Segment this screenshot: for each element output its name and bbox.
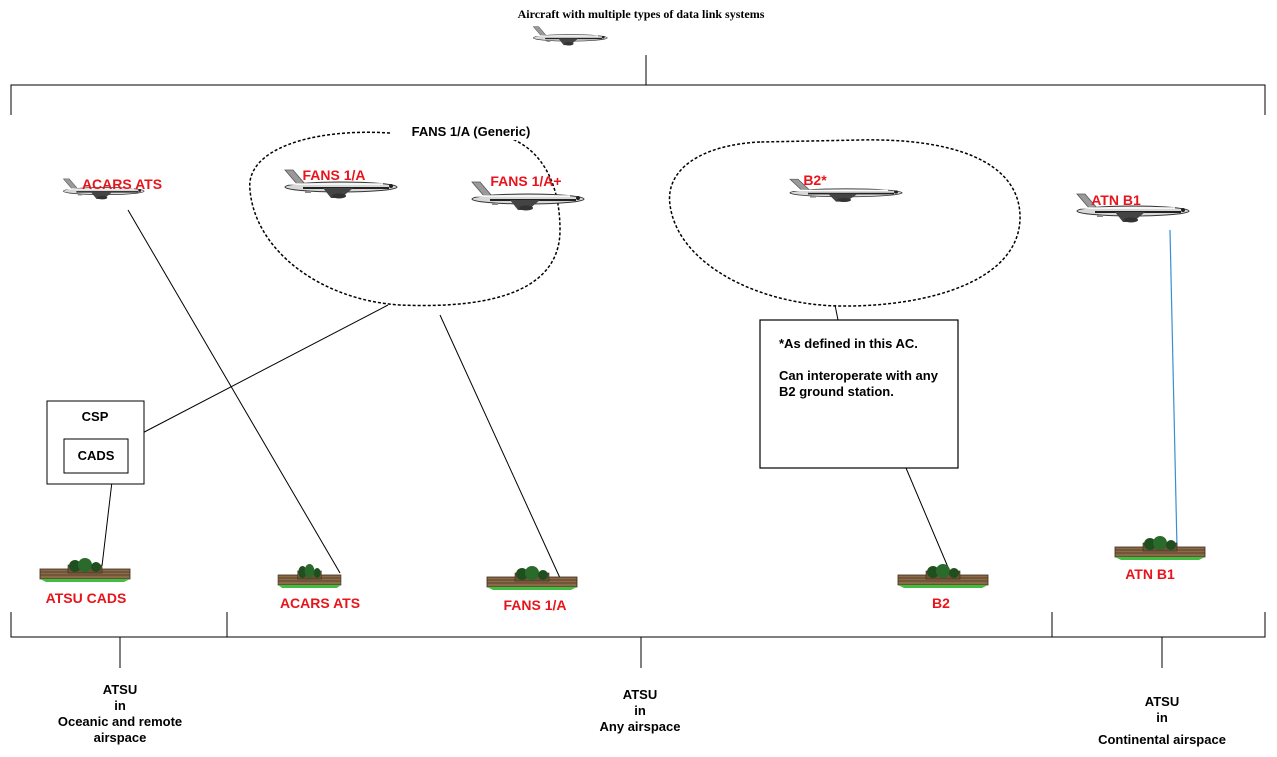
airspace-line: ATSU bbox=[622, 687, 658, 702]
airspace-line: airspace bbox=[93, 730, 147, 745]
airspace-label: ATSU in Continental airspace bbox=[1098, 694, 1226, 748]
note-box bbox=[759, 319, 959, 469]
airspace-line: Oceanic and remote bbox=[57, 714, 183, 729]
ground-station-icon bbox=[277, 563, 342, 589]
ground-station-label: ATN B1 bbox=[1125, 566, 1175, 582]
b2-group-outline bbox=[668, 139, 1021, 307]
airspace-line: Any airspace bbox=[599, 719, 681, 734]
csp-label: CSP bbox=[81, 409, 109, 424]
aircraft-label: FANS 1/A bbox=[302, 167, 366, 183]
diagram-title: Aircraft with multiple types of data lin… bbox=[517, 7, 765, 21]
airspace-line: ATSU bbox=[1144, 694, 1180, 709]
aircraft-label: FANS 1/A+ bbox=[490, 173, 562, 189]
note-line: Can interoperate with any B2 ground stat… bbox=[779, 368, 938, 399]
airspace-line: in bbox=[1156, 710, 1168, 725]
ground-station-label: B2 bbox=[932, 595, 950, 611]
note-text: *As defined in this AC. Can interoperate… bbox=[779, 336, 939, 400]
aircraft-label: ATN B1 bbox=[1091, 192, 1141, 208]
cads-label: CADS bbox=[77, 448, 115, 463]
airspace-label: ATSU in Any airspace bbox=[600, 687, 681, 735]
aircraft-label: B2* bbox=[803, 172, 827, 188]
connector-lines bbox=[10, 55, 1266, 668]
airspace-line: Continental airspace bbox=[1098, 732, 1226, 747]
ground-station-label: ATSU CADS bbox=[45, 590, 127, 606]
group-label: FANS 1/A (Generic) bbox=[408, 124, 534, 140]
ground-station-icon bbox=[39, 557, 131, 583]
atn-link bbox=[1169, 229, 1178, 549]
airspace-label: ATSU in Oceanic and remote airspace bbox=[58, 682, 182, 746]
ground-station-icon bbox=[897, 563, 989, 589]
ground-station-label: ACARS ATS bbox=[279, 595, 361, 611]
ground-station-label: FANS 1/A bbox=[503, 597, 567, 613]
ground-station-icon bbox=[486, 565, 578, 591]
ground-station-icon bbox=[1114, 535, 1206, 561]
airspace-line: ATSU bbox=[102, 682, 138, 697]
fans-group-outline bbox=[249, 131, 561, 307]
cads-box bbox=[63, 438, 129, 474]
airspace-line: in bbox=[114, 698, 126, 713]
aircraft-label: ACARS ATS bbox=[81, 176, 163, 192]
aircraft-icon bbox=[532, 26, 608, 46]
airspace-line: in bbox=[634, 703, 646, 718]
note-line: *As defined in this AC. bbox=[779, 336, 918, 351]
